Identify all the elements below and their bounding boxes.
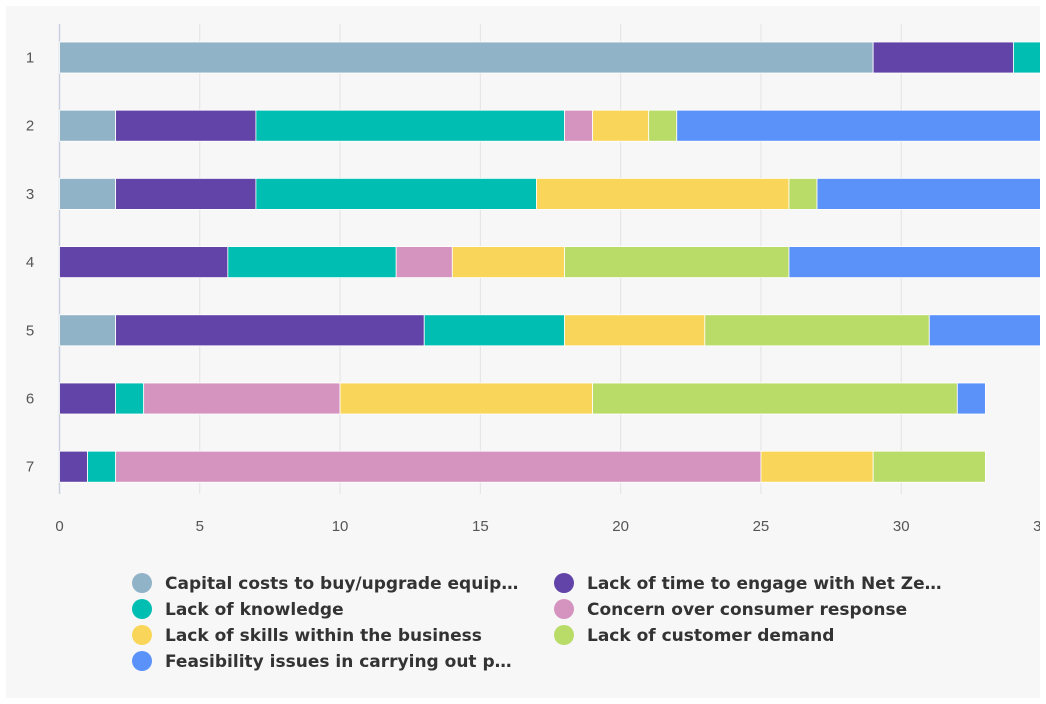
bar-segment[interactable] (704, 314, 930, 347)
bar-segment[interactable] (59, 314, 117, 347)
bar-segment[interactable] (115, 177, 257, 210)
bar-segment[interactable] (59, 450, 88, 483)
y-tick-label: 1 (26, 50, 34, 67)
legend-item[interactable]: Concern over consumer response (554, 599, 907, 620)
legend-item[interactable]: Lack of time to engage with Net Ze… (554, 573, 942, 594)
bar-segment[interactable] (872, 450, 986, 483)
bar-segment[interactable] (760, 450, 874, 483)
legend[interactable]: Capital costs to buy/upgrade equip… Lack … (132, 573, 942, 672)
legend-swatch (132, 599, 152, 619)
legend-label: Lack of time to engage with Net Ze… (587, 574, 942, 594)
y-axis-labels: 1 2 3 4 5 6 7 (26, 50, 34, 476)
legend-label: Capital costs to buy/upgrade equip… (165, 574, 518, 594)
bar-segment[interactable] (59, 382, 117, 415)
y-tick-label: 4 (26, 254, 34, 271)
bar-segment[interactable] (227, 246, 397, 279)
bar-segment[interactable] (648, 109, 678, 142)
bar-segment[interactable] (143, 382, 341, 415)
bar-segment[interactable] (59, 41, 874, 74)
bar-segment[interactable] (115, 314, 425, 347)
bar-segment[interactable] (339, 382, 593, 415)
bar-segment[interactable] (676, 109, 1040, 142)
bar-segment[interactable] (255, 177, 537, 210)
y-tick-label: 2 (26, 118, 34, 135)
legend-swatch (132, 573, 152, 593)
legend-swatch (132, 651, 152, 671)
legend-swatch (132, 625, 152, 645)
bar-segment[interactable] (87, 450, 117, 483)
bar-segment[interactable] (115, 450, 762, 483)
bar-segment[interactable] (395, 246, 453, 279)
legend-swatch (554, 573, 574, 593)
x-tick-label: 0 (55, 518, 63, 535)
bar-segment[interactable] (788, 177, 818, 210)
bar-segment[interactable] (592, 109, 650, 142)
legend-swatch (554, 625, 574, 645)
x-tick-label: 10 (332, 518, 349, 535)
bar-segment[interactable] (872, 41, 1014, 74)
legend-item[interactable]: Lack of knowledge (132, 599, 344, 620)
legend-item[interactable]: Lack of customer demand (554, 625, 834, 646)
legend-label: Lack of skills within the business (165, 626, 482, 646)
legend-label: Lack of knowledge (165, 600, 344, 620)
legend-label: Concern over consumer response (587, 600, 907, 620)
legend-swatch (554, 599, 574, 619)
x-tick-label: 30 (893, 518, 910, 535)
bar-segment[interactable] (564, 246, 790, 279)
bar-segment[interactable] (255, 109, 565, 142)
bar-segment[interactable] (59, 109, 117, 142)
legend-label: Feasibility issues in carrying out p… (165, 652, 512, 672)
y-tick-label: 6 (26, 391, 34, 408)
y-tick-label: 7 (26, 459, 34, 476)
bars (59, 41, 1040, 483)
bar-segment[interactable] (956, 382, 986, 415)
x-tick-label: 25 (753, 518, 770, 535)
x-tick-label: 15 (472, 518, 489, 535)
legend-label: Lack of customer demand (587, 626, 834, 646)
bar-segment[interactable] (59, 177, 117, 210)
bar-segment[interactable] (564, 109, 593, 142)
bar-segment[interactable] (592, 382, 958, 415)
legend-item[interactable]: Feasibility issues in carrying out p… (132, 651, 512, 672)
x-tick-label: 35 (1033, 518, 1040, 535)
x-tick-label: 20 (612, 518, 629, 535)
legend-item[interactable]: Lack of skills within the business (132, 625, 482, 646)
x-tick-label: 5 (196, 518, 204, 535)
bar-segment[interactable] (115, 382, 145, 415)
legend-item[interactable]: Capital costs to buy/upgrade equip… (132, 573, 518, 594)
y-tick-label: 3 (26, 186, 34, 203)
bar-segment[interactable] (816, 177, 1040, 210)
bar-segment[interactable] (451, 246, 565, 279)
bar-segment[interactable] (788, 246, 1040, 279)
bar-segment[interactable] (928, 314, 1040, 347)
bar-segment[interactable] (1013, 41, 1040, 74)
bar-segment[interactable] (423, 314, 565, 347)
chart-card: 1 2 3 4 5 6 7 0 5 10 15 20 25 30 35 Capital costs to … (6, 6, 1040, 698)
bar-segment[interactable] (536, 177, 790, 210)
stacked-bar-chart: 1 2 3 4 5 6 7 0 5 10 15 20 25 30 35 Capital costs to … (26, 24, 1040, 672)
bar-segment[interactable] (564, 314, 706, 347)
x-axis-labels: 0 5 10 15 20 25 30 35 (55, 518, 1040, 535)
bar-segment[interactable] (115, 109, 257, 142)
bar-segment[interactable] (59, 246, 229, 279)
y-tick-label: 5 (26, 322, 34, 339)
